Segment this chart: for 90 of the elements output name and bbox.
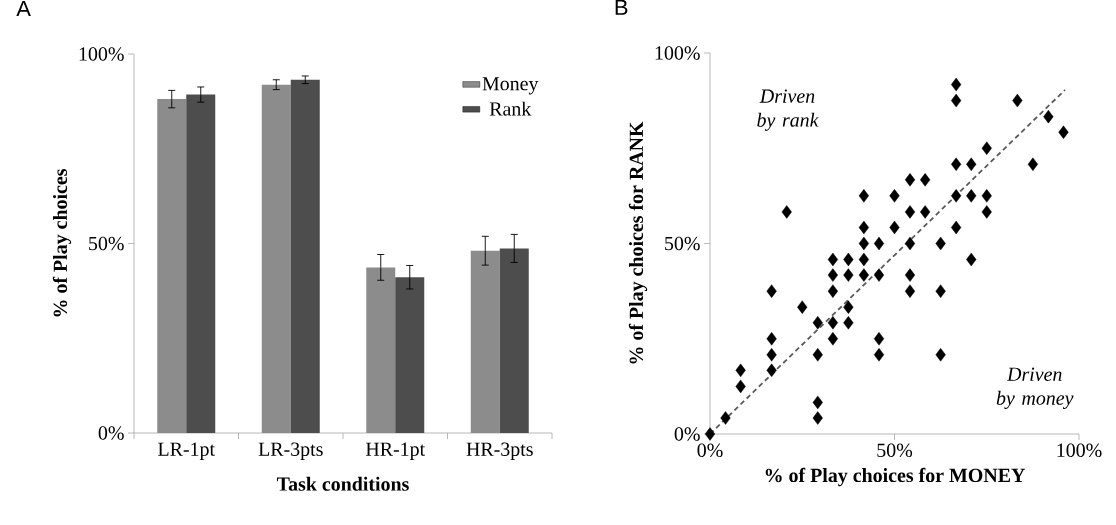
point <box>904 236 916 251</box>
x-axis-title: Task conditions <box>276 476 409 491</box>
bar <box>395 277 425 433</box>
text: B <box>615 0 628 15</box>
point <box>904 268 916 282</box>
point <box>812 411 823 425</box>
point <box>904 284 916 298</box>
point <box>858 268 869 282</box>
point <box>858 236 869 251</box>
point <box>781 205 792 219</box>
point <box>704 427 716 441</box>
point <box>966 189 977 203</box>
point <box>735 363 746 378</box>
text: A <box>16 0 31 17</box>
bar <box>261 84 291 433</box>
point <box>827 268 838 282</box>
point <box>935 348 946 362</box>
point <box>981 205 992 219</box>
x-tick-label: HR-1pt <box>365 442 426 460</box>
point <box>873 236 885 251</box>
point <box>843 316 854 330</box>
point <box>843 252 854 267</box>
point <box>981 189 992 203</box>
point <box>735 379 746 394</box>
point <box>766 284 777 298</box>
x-axis-title: % of Play choices for MONEY <box>765 467 1026 487</box>
point <box>797 300 808 314</box>
point <box>951 189 962 203</box>
point <box>843 300 854 314</box>
point <box>904 205 916 219</box>
point <box>827 252 838 267</box>
x-tick-label: 0% <box>697 443 723 458</box>
y-tick-label: 50% <box>665 236 700 251</box>
annotation: Driven by rank <box>757 89 819 131</box>
point <box>1058 125 1069 139</box>
point <box>812 348 823 362</box>
y-tick-label: 100% <box>655 46 700 60</box>
point <box>1027 157 1038 171</box>
point <box>951 93 962 108</box>
y-tick-label: 0% <box>674 427 700 441</box>
point <box>951 220 962 235</box>
bar <box>186 94 216 433</box>
point <box>827 316 838 330</box>
bar <box>499 248 529 433</box>
point <box>981 141 992 155</box>
bar <box>290 79 320 433</box>
legend-label: Rank <box>489 101 532 116</box>
bar <box>366 267 396 433</box>
point <box>935 236 946 251</box>
point <box>843 268 854 282</box>
point <box>766 332 777 346</box>
annotation: Driven by money <box>996 367 1074 409</box>
point <box>827 284 838 298</box>
point <box>873 268 885 282</box>
point <box>920 205 931 219</box>
point <box>766 363 777 378</box>
point <box>858 220 869 235</box>
point <box>966 252 977 267</box>
point <box>935 284 946 298</box>
point <box>812 316 823 330</box>
point <box>858 189 869 203</box>
point <box>951 77 962 92</box>
point <box>858 252 869 267</box>
point <box>1012 93 1023 108</box>
y-axis-title: % of Play choices for RANK <box>628 121 648 364</box>
point <box>827 332 838 346</box>
point <box>812 395 823 410</box>
point <box>1043 109 1054 124</box>
bar <box>157 99 187 433</box>
point <box>966 157 977 171</box>
x-tick-label: LR-3pts <box>258 442 323 460</box>
point <box>920 173 931 187</box>
y-tick-label: 50% <box>89 236 124 251</box>
point <box>889 220 900 235</box>
y-tick-label: 0% <box>98 426 124 440</box>
x-tick-label: LR-1pt <box>158 442 215 460</box>
legend-label: Money <box>482 77 539 95</box>
x-tick-label: 100% <box>1057 443 1102 458</box>
point <box>904 173 916 187</box>
x-tick-label: 50% <box>877 443 913 458</box>
point <box>873 332 885 346</box>
point <box>873 348 885 362</box>
y-axis-title: % of Play choices <box>52 168 72 317</box>
x-tick-label: HR-3pts <box>466 442 533 460</box>
point <box>766 348 777 362</box>
point <box>951 157 962 171</box>
point <box>889 189 900 203</box>
bar <box>470 250 500 433</box>
y-tick-label: 100% <box>79 47 124 61</box>
point <box>720 411 731 425</box>
